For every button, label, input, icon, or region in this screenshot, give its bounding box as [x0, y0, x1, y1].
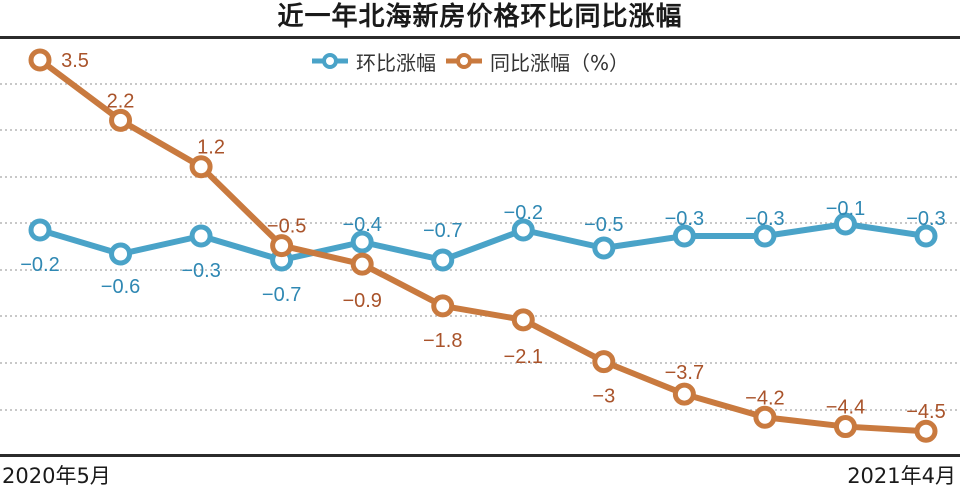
- data-label: −0.2: [20, 254, 59, 276]
- gridlines: [0, 83, 960, 411]
- data-point-marker: [833, 415, 857, 439]
- data-label: −0.6: [101, 276, 140, 298]
- x-axis-start-label: 2020年5月: [2, 464, 111, 488]
- chart-title: 近一年北海新房价格环比同比涨幅: [277, 2, 683, 32]
- data-label: −0.2: [504, 202, 543, 224]
- series-line: [39, 221, 927, 263]
- data-point-marker: [511, 308, 535, 332]
- data-point-marker: [189, 155, 213, 179]
- series-line: [38, 57, 927, 435]
- data-point-marker: [270, 234, 294, 258]
- data-point-marker: [28, 218, 52, 242]
- data-point-marker: [833, 212, 857, 236]
- data-label: −0.7: [262, 284, 301, 306]
- data-label: −1.8: [423, 330, 462, 352]
- data-point-marker: [431, 294, 455, 318]
- data-label: −0.1: [826, 198, 865, 220]
- data-point-marker: [592, 236, 616, 260]
- data-label: 3.5: [61, 50, 89, 72]
- data-label: −0.7: [423, 220, 462, 242]
- data-point-marker: [350, 252, 374, 276]
- data-label: −4.5: [906, 401, 945, 423]
- data-label: −4.2: [745, 387, 784, 409]
- data-label: −0.5: [267, 216, 306, 238]
- legend-label-yoy: 同比涨幅（%）: [490, 50, 630, 75]
- x-axis-line: [0, 454, 960, 457]
- data-label: −2.1: [504, 346, 543, 368]
- x-axis-end-label: 2021年4月: [847, 464, 956, 488]
- data-point-marker: [431, 248, 455, 272]
- data-label: 1.2: [197, 137, 225, 159]
- data-label: −4.4: [826, 397, 865, 419]
- legend: 环比涨幅 同比涨幅（%）: [310, 47, 637, 75]
- legend-item-yoy: 同比涨幅（%）: [444, 47, 629, 76]
- data-label: −0.9: [342, 290, 381, 312]
- data-point-marker: [109, 242, 133, 266]
- data-label: −3: [592, 386, 615, 408]
- data-label: −0.5: [584, 214, 623, 236]
- data-label: 2.2: [107, 90, 135, 112]
- data-point-marker: [592, 350, 616, 374]
- data-label: −3.7: [665, 362, 704, 384]
- data-point-marker: [753, 224, 777, 248]
- orange-circle-marker-icon: [446, 53, 482, 69]
- data-point-marker: [350, 230, 374, 254]
- data-point-marker: [914, 224, 938, 248]
- data-label: −0.3: [745, 208, 784, 230]
- data-point-marker: [28, 48, 52, 72]
- data-labels: −0.2 −0.6 −0.3 −0.7 −0.4 −0.7 −0.2 −0.5 −0.3 −0.3…: [20, 50, 945, 423]
- top-divider: [0, 36, 960, 39]
- data-label: −0.3: [906, 208, 945, 230]
- blue-circle-marker-icon: [312, 53, 348, 69]
- data-point-marker: [109, 108, 133, 132]
- data-point-marker: [511, 218, 535, 242]
- legend-item-mom: 环比涨幅: [310, 47, 436, 76]
- data-point-marker: [914, 419, 938, 443]
- data-point-marker: [189, 224, 213, 248]
- data-point-marker: [753, 405, 777, 429]
- data-label: −0.4: [342, 214, 381, 236]
- data-label: −0.3: [665, 208, 704, 230]
- data-point-marker: [672, 382, 696, 406]
- data-point-marker: [672, 224, 696, 248]
- data-label: −0.3: [181, 260, 220, 282]
- series-yoy: [28, 48, 938, 443]
- legend-label-mom: 环比涨幅: [356, 50, 436, 75]
